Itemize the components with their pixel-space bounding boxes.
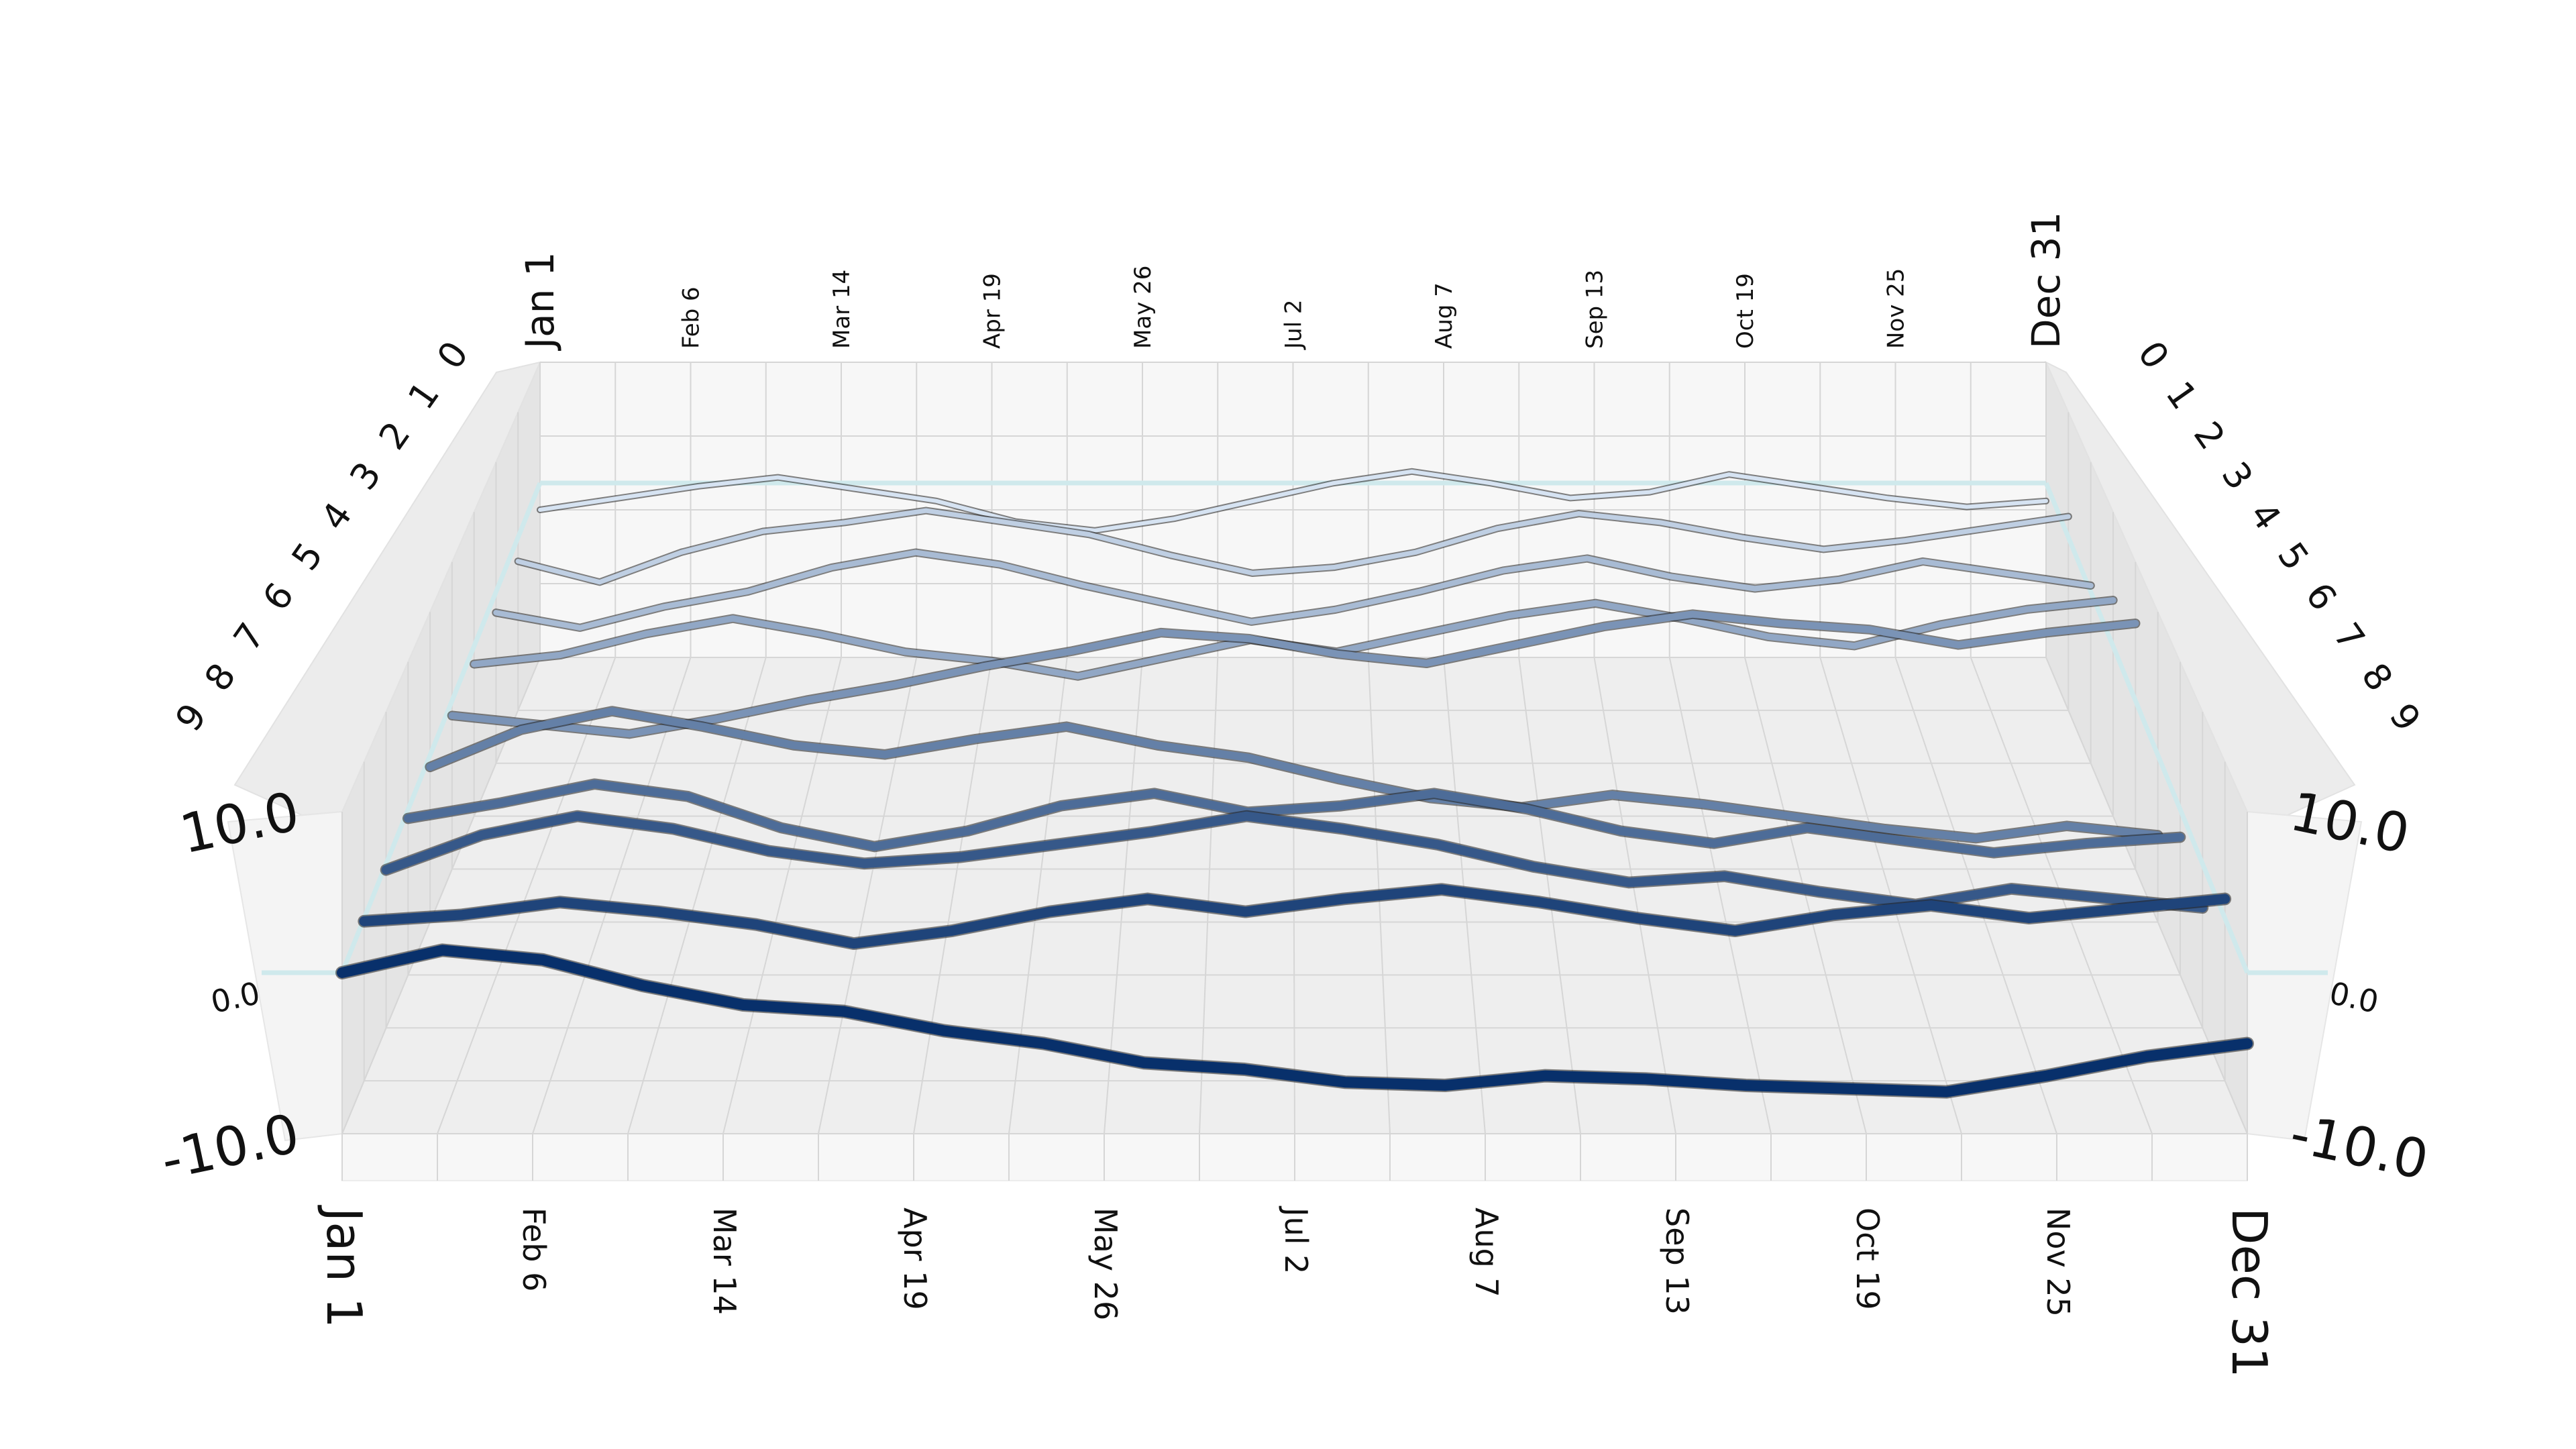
- x-back-tick-label: Jul 2: [1281, 300, 1307, 350]
- depth-left-tick-label: 9: [167, 696, 215, 739]
- floor-gridline: [1008, 657, 1068, 1134]
- x-back-tick-label: Apr 19: [979, 273, 1006, 349]
- left-outer-slab: [233, 361, 541, 816]
- x-back-tick-label: Feb 6: [678, 286, 705, 349]
- depth-left-tick-label: 8: [197, 655, 244, 698]
- series-6-line: [403, 780, 2185, 857]
- floor-gridline: [1593, 657, 1676, 1134]
- depth-right-tick-label: 1: [2157, 374, 2205, 417]
- depth-right-tick-label: 5: [2269, 535, 2317, 578]
- x-front-tick-label: Nov 25: [2040, 1208, 2076, 1317]
- series-layer: [335, 468, 2254, 1099]
- x-front-tick-label: Feb 6: [516, 1208, 552, 1291]
- depth-right-tick-label: 6: [2297, 575, 2345, 618]
- y-right-tick-label: -10.0: [2285, 1102, 2434, 1192]
- depth-right-tick-label: 2: [2186, 414, 2233, 457]
- depth-right-tick-label: 7: [2325, 615, 2373, 658]
- floor-gridline: [1292, 657, 1295, 1134]
- x-front-tick-label: Apr 19: [897, 1208, 933, 1310]
- floor-gridline: [1199, 657, 1219, 1134]
- depth-right-tick-label: 0: [2129, 333, 2177, 376]
- series-2-line: [493, 549, 2094, 631]
- x-back-tick-label: May 26: [1130, 266, 1157, 349]
- depth-left-tick-label: 3: [341, 454, 389, 497]
- x-back-tick-label: Sep 13: [1582, 270, 1609, 349]
- depth-right-tick-label: 8: [2353, 655, 2401, 698]
- left-zero-line: [339, 482, 543, 974]
- y-left-tick-label: -10.0: [156, 1102, 305, 1192]
- x-front-tick-label: Sep 13: [1659, 1208, 1695, 1315]
- depth-left-tick-label: 2: [371, 414, 419, 457]
- depth-left-tick-label: 0: [429, 333, 476, 376]
- x-back-tick-label: Jan 1: [517, 252, 563, 351]
- x-front-tick-label: Jul 2: [1278, 1205, 1314, 1274]
- floor-gridline: [722, 657, 842, 1134]
- floor-gridline: [532, 657, 692, 1134]
- series-0-line: [538, 469, 2048, 533]
- depth-right-tick-label: 4: [2241, 494, 2289, 537]
- x-back-tick-label: Dec 31: [2023, 212, 2069, 349]
- right-zero-line: [2043, 482, 2250, 974]
- series-8-line: [359, 884, 2231, 949]
- depth-left-tick-label: 5: [284, 535, 331, 578]
- y-right-tick-label: 0.0: [2326, 975, 2382, 1020]
- x-back-tick-label: Nov 25: [1883, 268, 1910, 349]
- x-back-tick-label: Mar 14: [828, 270, 855, 349]
- depth-right-tick-label: 9: [2381, 696, 2428, 739]
- series-4-line: [448, 610, 2139, 738]
- x-axis-front-tick-labels: Jan 1 Feb 6 Mar 14 Apr 19 May 26 Jul 2 Aug 7 Se…: [316, 1205, 2277, 1378]
- depth-left-tick-label: 7: [225, 615, 273, 658]
- x-front-tick-label: May 26: [1087, 1208, 1124, 1320]
- x-back-tick-label: Oct 19: [1732, 273, 1759, 349]
- depth-left-tick-label: 6: [254, 575, 302, 618]
- floor-gridline: [818, 657, 918, 1134]
- depth-left-tick-label: 1: [400, 374, 447, 417]
- x-front-tick-label: Oct 19: [1849, 1208, 1886, 1310]
- x-front-tick-label: Aug 7: [1468, 1208, 1505, 1297]
- x-axis-back-tick-labels: Jan 1 Feb 6 Mar 14 Apr 19 May 26 Jul 2 Aug 7 Se…: [517, 212, 2069, 351]
- right-outer-slab: [2044, 360, 2356, 816]
- series-1-line: [515, 508, 2071, 585]
- x-back-tick-label: Aug 7: [1431, 282, 1458, 349]
- right-y-panel: [2247, 810, 2363, 1142]
- x-front-tick-label: Jan 1: [316, 1205, 372, 1328]
- floor-gridline: [1518, 657, 1581, 1134]
- floor-gridline: [437, 657, 616, 1134]
- x-front-tick-label: Mar 14: [706, 1208, 743, 1315]
- series-9-line: [337, 945, 2253, 1097]
- x-front-tick-label: Dec 31: [2221, 1208, 2277, 1378]
- depth-left-tick-label: 4: [313, 494, 360, 537]
- left-y-panel: [227, 810, 343, 1142]
- y-left-tick-label: 0.0: [208, 975, 264, 1020]
- depth-right-tick-label: 3: [2213, 454, 2261, 497]
- floor-gridline: [1668, 657, 1772, 1134]
- series-5-line: [426, 707, 2162, 843]
